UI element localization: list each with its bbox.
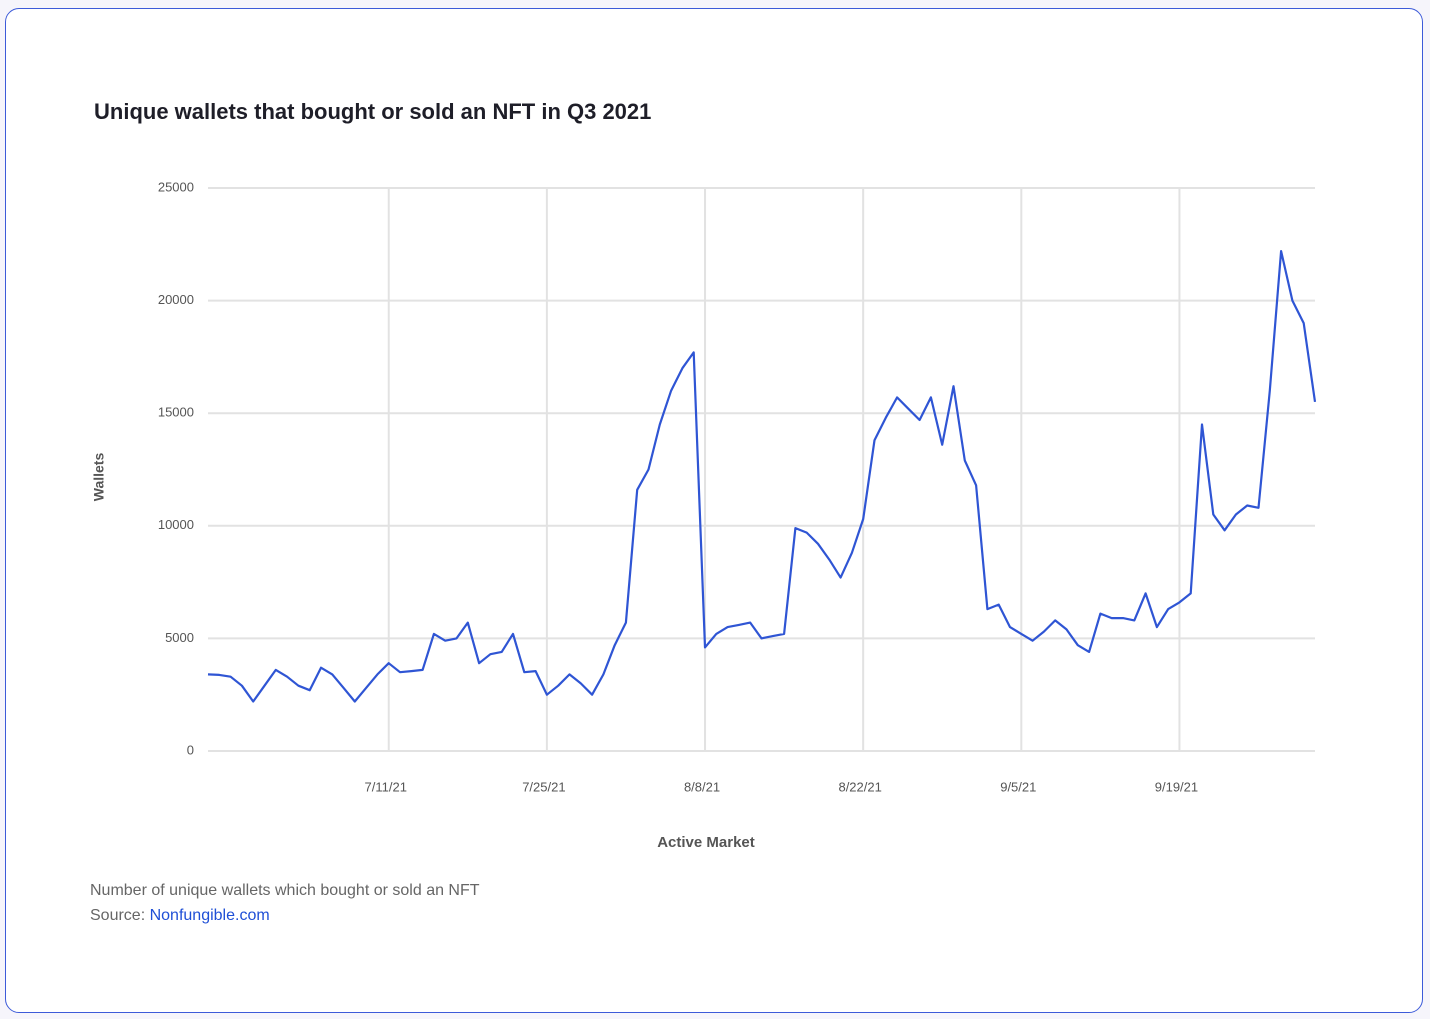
- x-axis-label: Active Market: [657, 834, 755, 851]
- chart-title: Unique wallets that bought or sold an NF…: [94, 99, 651, 124]
- x-tick-label: 9/19/21: [1155, 779, 1198, 794]
- x-tick-label: 7/25/21: [522, 779, 565, 794]
- y-tick-label: 5000: [165, 630, 194, 645]
- x-tick-label: 8/22/21: [838, 779, 881, 794]
- y-tick-label: 20000: [158, 292, 194, 307]
- source-link[interactable]: Nonfungible.com: [149, 907, 270, 924]
- x-tick-label: 8/8/21: [684, 779, 720, 794]
- y-tick-label: 25000: [158, 179, 194, 194]
- source: Source: Nonfungible.com: [90, 903, 480, 928]
- y-tick-label: 15000: [158, 405, 194, 420]
- card: [5, 8, 1423, 1013]
- x-tick-label: 7/11/21: [365, 779, 407, 794]
- data-line: [207, 250, 1317, 703]
- y-tick-label: 10000: [158, 517, 194, 532]
- x-tick-label: 9/5/21: [1000, 779, 1036, 794]
- footer: Number of unique wallets which bought or…: [90, 878, 480, 928]
- y-tick-label: 0: [187, 742, 194, 757]
- caption: Number of unique wallets which bought or…: [90, 882, 480, 899]
- source-label: Source:: [90, 907, 146, 924]
- y-axis-label: Wallets: [91, 453, 107, 502]
